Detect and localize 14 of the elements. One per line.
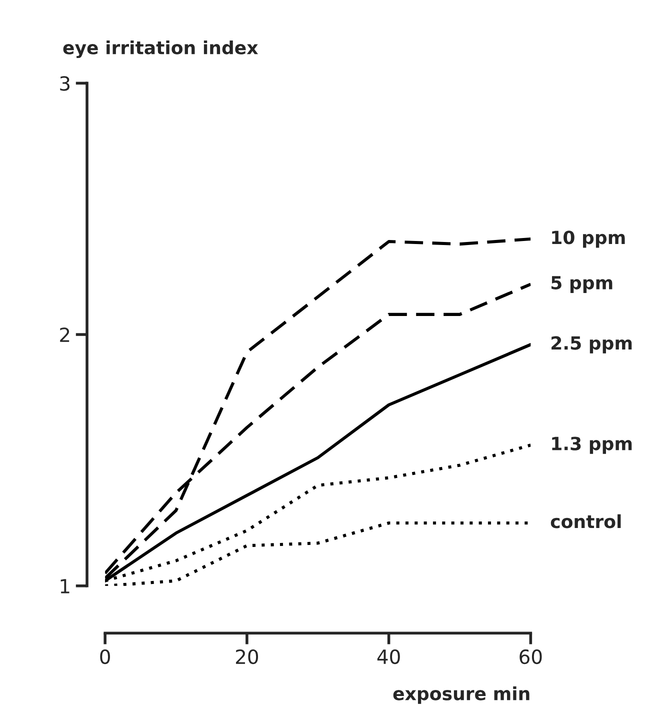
- x-tick-label: 0: [100, 649, 110, 664]
- y-tick-label: 1: [60, 579, 70, 594]
- series-label: 2.5 ppm: [552, 336, 632, 354]
- series-label: 5 ppm: [552, 276, 612, 293]
- series-label: 1.3 ppm: [552, 436, 632, 454]
- x-axis-title: exposure min: [393, 686, 530, 704]
- series-label: 10 ppm: [552, 230, 625, 248]
- x-tick-label: 20: [236, 649, 258, 664]
- x-tick-label: 40: [377, 649, 400, 664]
- y-tick-label: 3: [60, 76, 70, 91]
- y-axis-title: eye irritation index: [63, 40, 258, 58]
- series-label: control: [550, 514, 621, 528]
- y-tick-label: 2: [60, 327, 70, 342]
- x-tick-label: 60: [520, 649, 542, 664]
